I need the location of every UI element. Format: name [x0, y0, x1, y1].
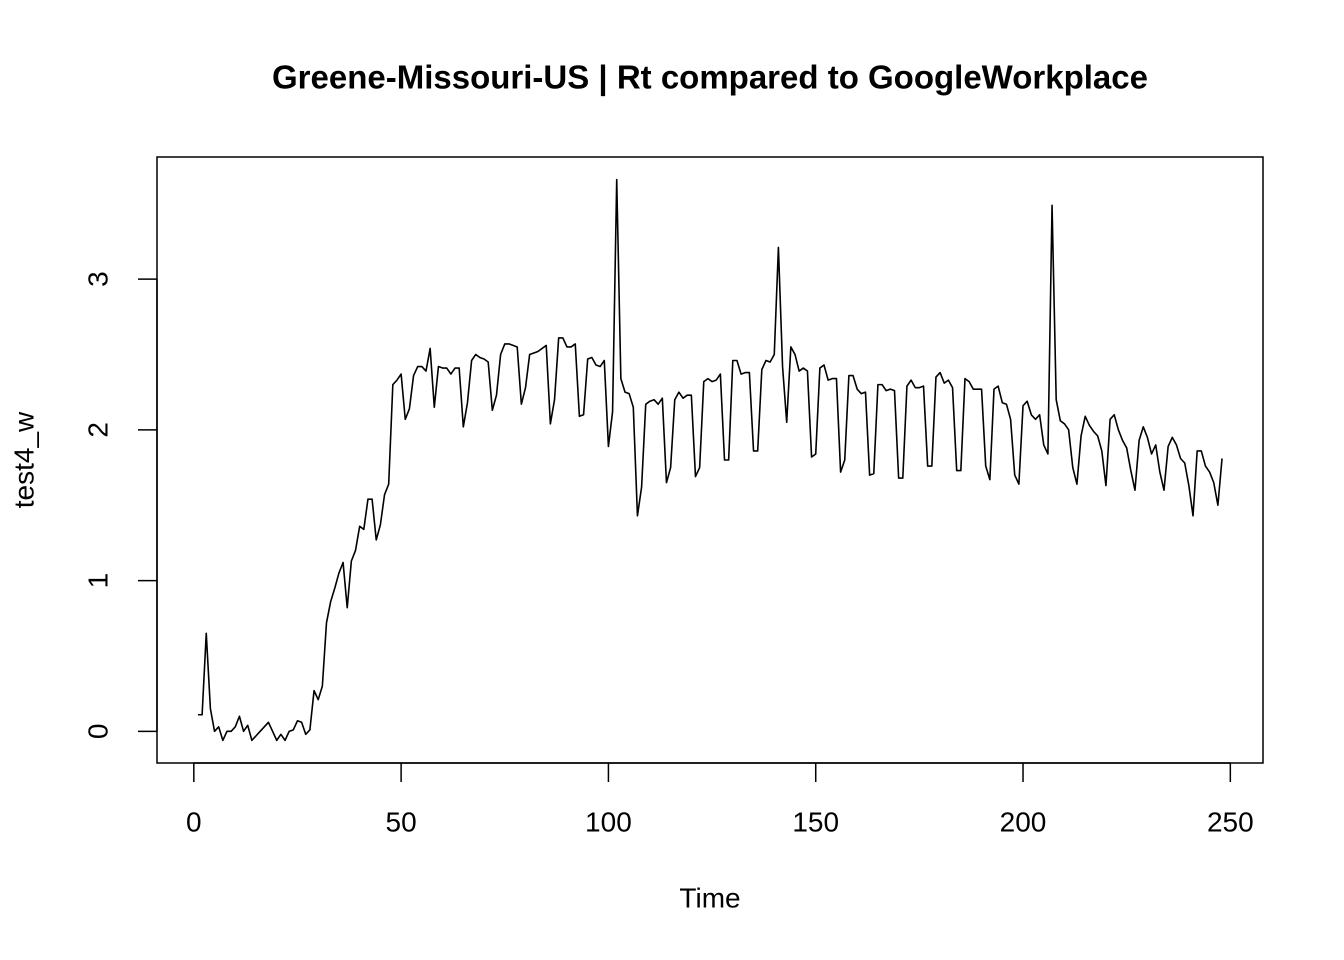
x-tick-label: 100 [585, 806, 632, 837]
y-axis-label: test4_w [8, 411, 39, 508]
x-tick-label: 50 [386, 806, 417, 837]
y-tick-label: 1 [82, 573, 113, 589]
y-tick-label: 3 [82, 271, 113, 287]
x-tick-label: 150 [792, 806, 839, 837]
data-line [197, 178, 1223, 742]
x-axis-label: Time [679, 882, 740, 913]
chart-title: Greene-Missouri-US | Rt compared to Goog… [272, 59, 1148, 96]
y-tick-label: 0 [82, 724, 113, 740]
x-tick-label: 0 [186, 806, 202, 837]
x-tick-label: 200 [1000, 806, 1047, 837]
x-tick-label: 250 [1207, 806, 1254, 837]
y-tick-label: 2 [82, 422, 113, 438]
